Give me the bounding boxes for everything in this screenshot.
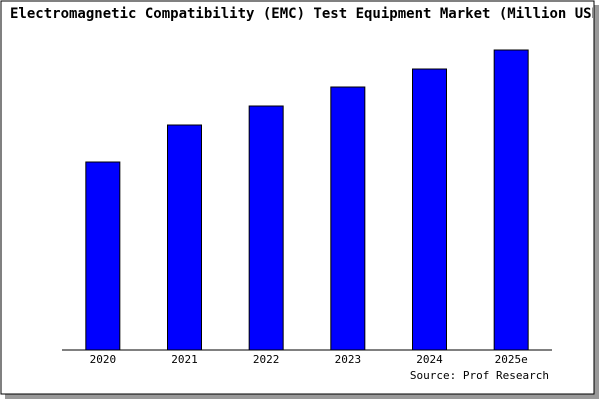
x-tick-label: 2023 — [335, 353, 362, 366]
x-tick-label: 2025e — [495, 353, 528, 366]
bar — [493, 49, 529, 351]
bar — [412, 68, 447, 351]
x-tick-label: 2020 — [90, 353, 117, 366]
x-tick-label: 2021 — [171, 353, 198, 366]
bar — [248, 105, 284, 351]
source: Source: Prof Research — [410, 369, 549, 382]
bar — [330, 86, 366, 351]
bar — [85, 161, 121, 351]
plot-area — [62, 45, 552, 350]
chart-title: Electromagnetic Compatibility (EMC) Test… — [10, 6, 600, 22]
x-tick-label: 2024 — [416, 353, 443, 366]
bar — [167, 124, 202, 351]
x-tick-label: 2022 — [253, 353, 280, 366]
